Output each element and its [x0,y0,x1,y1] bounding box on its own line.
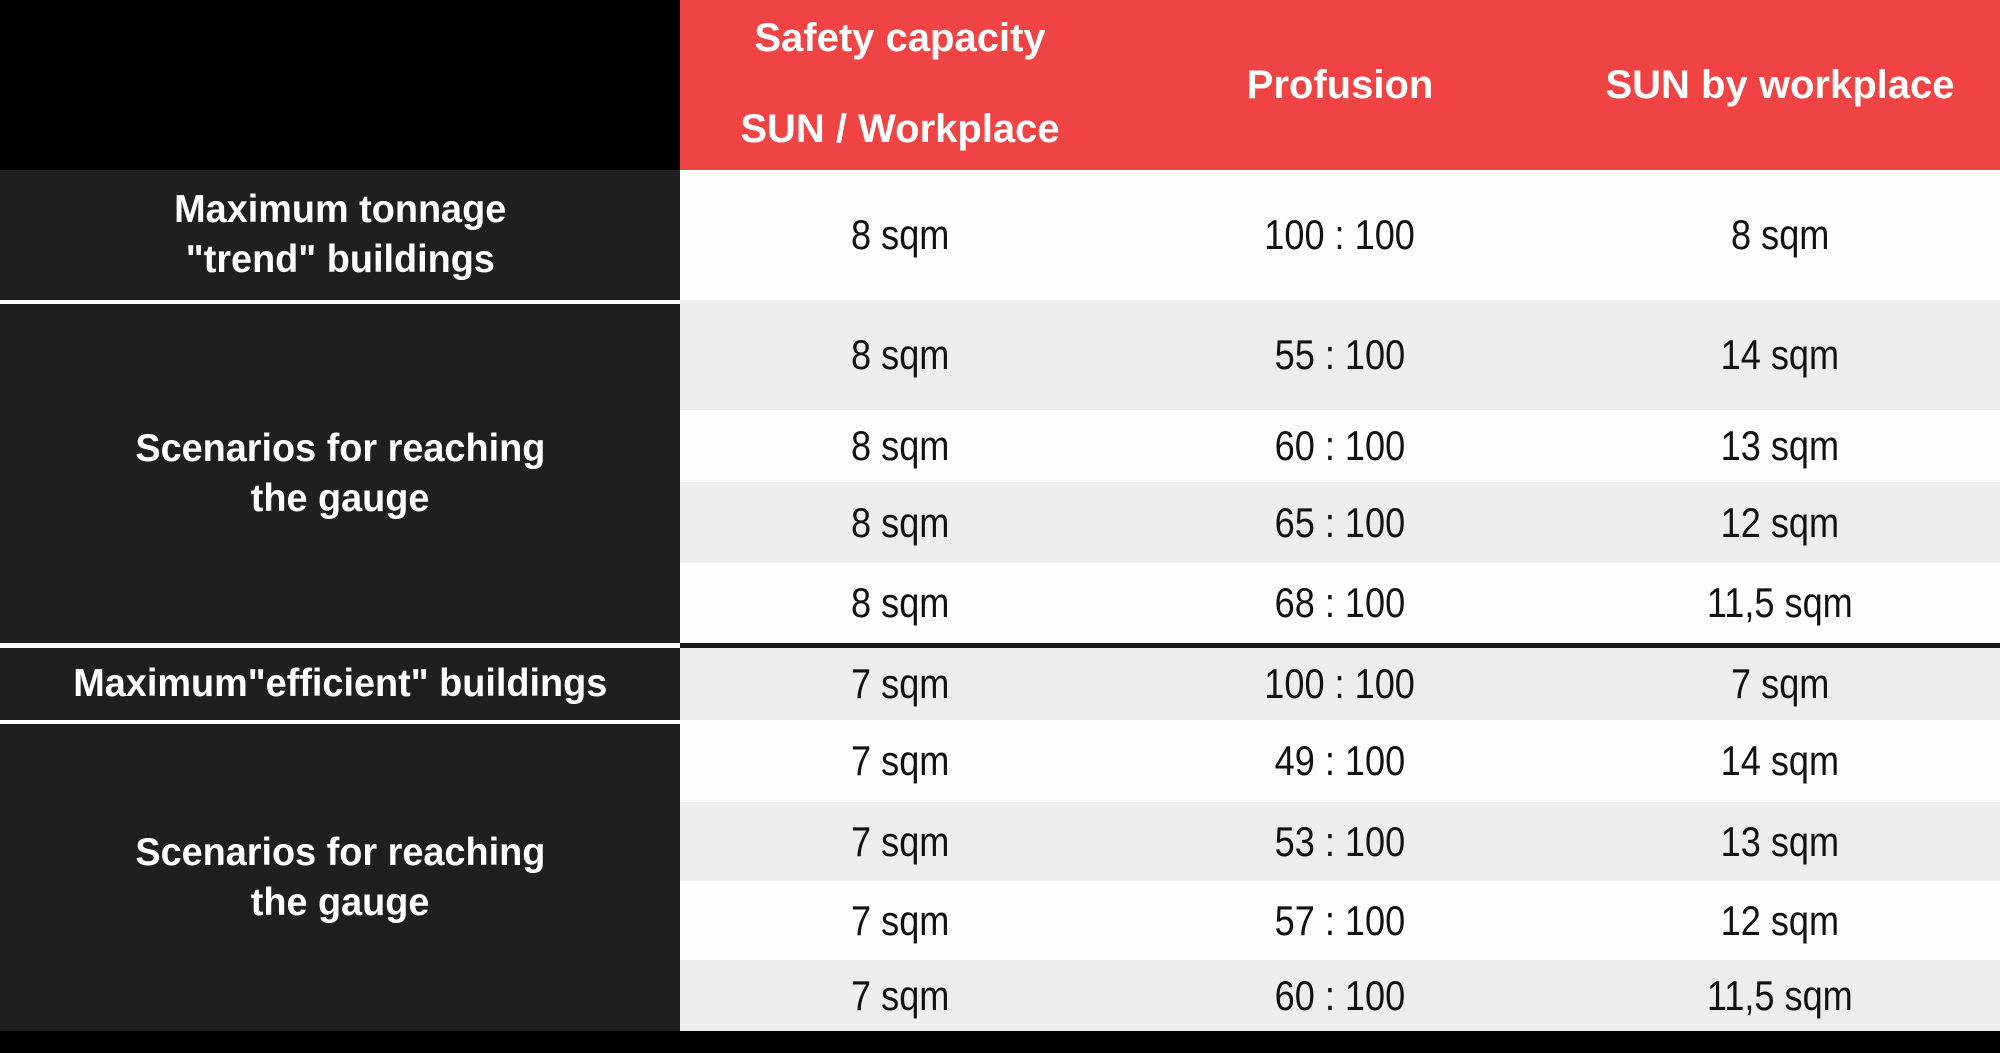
row-label-scenarios-trend-line2: the gauge [250,476,430,520]
header-corner-cell [0,0,680,170]
row-label-scenarios-efficient-line1: Scenarios for reaching [135,830,545,874]
row-label-maximum-efficient-text: Maximum"efficient" buildings [72,662,608,706]
cell-sun-row2: 14 sqm [1560,300,2000,410]
cell-profusion-row7: 49 : 100 [1120,720,1560,802]
section-divider-data [680,643,2000,648]
cell-sun-row8: 13 sqm [1560,802,2000,881]
row-label-scenarios-trend: Scenarios for reaching the gauge [0,300,680,643]
cell-sun-row3: 13 sqm [1560,410,2000,482]
header-profusion-label: Profusion [1246,62,1434,107]
cell-profusion-row8: 53 : 100 [1120,802,1560,881]
cell-capacity-row2: 8 sqm [680,300,1120,410]
cell-profusion-row10: 60 : 100 [1120,960,1560,1031]
cell-capacity-row9: 7 sqm [680,881,1120,960]
header-safety-capacity: Safety capacity SUN / Workplace [680,0,1120,170]
row-label-maximum-efficient: Maximum"efficient" buildings [0,648,680,720]
header-sun-by-workplace: SUN by workplace [1560,0,2000,170]
row-label-scenarios-efficient: Scenarios for reaching the gauge [0,720,680,1031]
cell-sun-row7: 14 sqm [1560,720,2000,802]
cell-capacity-row5: 8 sqm [680,563,1120,643]
cell-capacity-row7: 7 sqm [680,720,1120,802]
cell-capacity-row10: 7 sqm [680,960,1120,1031]
cell-sun-row6: 7 sqm [1560,648,2000,720]
cell-sun-row9: 12 sqm [1560,881,2000,960]
row-label-scenarios-efficient-line2: the gauge [250,880,430,924]
cell-sun-row10: 11,5 sqm [1560,960,2000,1031]
header-safety-capacity-line2: SUN / Workplace [740,107,1060,151]
cell-sun-row1: 8 sqm [1560,170,2000,300]
section-divider-left [0,643,680,648]
header-sun-by-workplace-label: SUN by workplace [1605,62,1955,107]
cell-profusion-row2: 55 : 100 [1120,300,1560,410]
header-profusion: Profusion [1120,0,1560,170]
cell-profusion-row4: 65 : 100 [1120,482,1560,563]
cell-capacity-row8: 7 sqm [680,802,1120,881]
bottom-margin [0,1031,2000,1053]
cell-capacity-row4: 8 sqm [680,482,1120,563]
cell-profusion-row9: 57 : 100 [1120,881,1560,960]
cell-sun-row4: 12 sqm [1560,482,2000,563]
cell-profusion-row3: 60 : 100 [1120,410,1560,482]
cell-capacity-row1: 8 sqm [680,170,1120,300]
cell-sun-row5: 11,5 sqm [1560,563,2000,643]
cell-capacity-row6: 7 sqm [680,648,1120,720]
cell-capacity-row3: 8 sqm [680,410,1120,482]
row-label-scenarios-trend-line1: Scenarios for reaching [135,426,545,470]
row-label-maximum-trend-line2: "trend" buildings [185,238,495,281]
cell-profusion-row1: 100 : 100 [1120,170,1560,300]
row-label-maximum-trend: Maximum tonnage "trend" buildings [0,170,680,300]
cell-profusion-row6: 100 : 100 [1120,648,1560,720]
row-label-maximum-trend-line1: Maximum tonnage [173,188,507,232]
cell-profusion-row5: 68 : 100 [1120,563,1560,643]
header-safety-capacity-line1: Safety capacity [754,16,1046,60]
